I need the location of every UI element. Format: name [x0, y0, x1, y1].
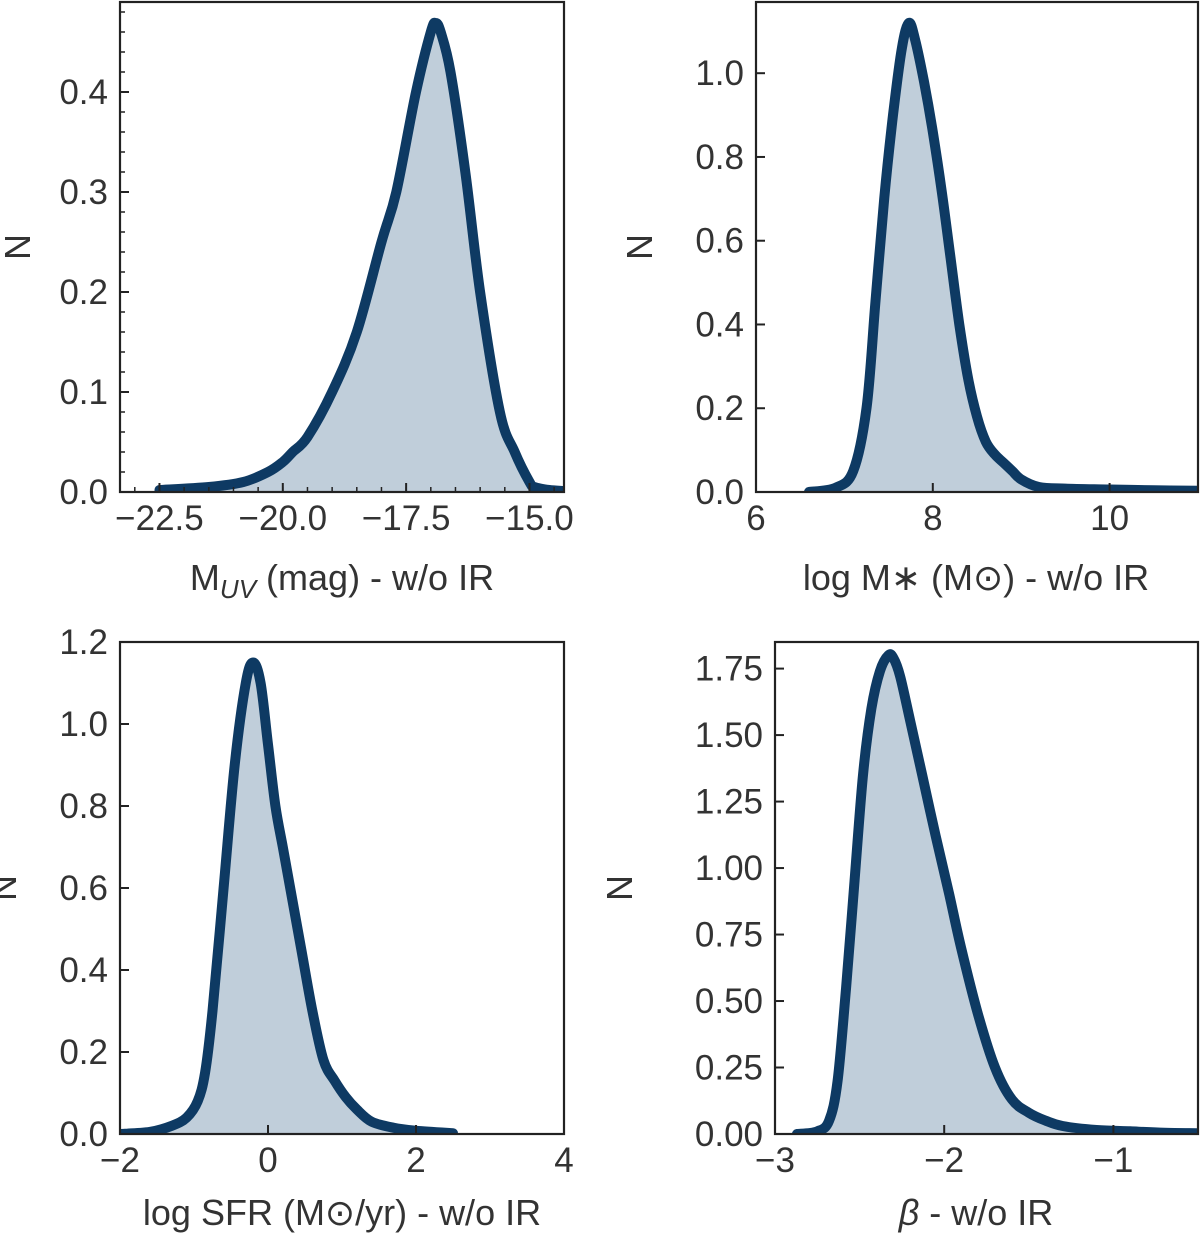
x-tick-label: 4	[554, 1141, 573, 1180]
y-tick-label: 1.25	[695, 783, 763, 822]
y-tick-label: 0.2	[695, 389, 744, 428]
x-axis-label: log M∗ (M⊙) - w/o IR	[803, 557, 1149, 598]
x-axis-label: log SFR (M⊙/yr) - w/o IR	[143, 1192, 541, 1233]
y-axis-label: N	[599, 875, 640, 901]
x-label-post: - w/o IR	[919, 1192, 1053, 1233]
y-tick-label: 0.6	[59, 869, 108, 908]
y-tick-label: 0.8	[59, 787, 108, 826]
x-label-beta: β	[898, 1192, 920, 1233]
tick-labels: 0.0 0.2 0.4 0.6 0.8 1.0 1.2 −2 0 2 4	[59, 623, 573, 1180]
x-tick-label: 2	[406, 1141, 425, 1180]
tick-labels: 0.0 0.2 0.4 0.6 0.8 1.0 6 8 10	[695, 54, 1129, 538]
density-fill	[809, 22, 1198, 492]
x-tick-label: −20.0	[239, 499, 328, 538]
y-tick-label: 1.2	[59, 623, 108, 662]
x-tick-label: 10	[1090, 499, 1129, 538]
y-tick-label: 1.50	[695, 716, 763, 755]
y-tick-label: 0.4	[59, 951, 108, 990]
plot-frame	[754, 0, 1200, 494]
plot-frame	[773, 640, 1200, 1136]
y-tick-label: 1.0	[695, 54, 744, 93]
y-tick-label: 0.6	[695, 222, 744, 261]
y-tick-label: 0.50	[695, 982, 763, 1021]
axis-ticks	[755, 72, 1111, 493]
y-tick-label: 0.0	[59, 473, 108, 512]
y-tick-label: 0.2	[59, 273, 108, 312]
y-tick-label: 0.4	[695, 305, 744, 344]
density-fill	[120, 662, 453, 1134]
x-tick-label: −17.5	[362, 499, 451, 538]
axis-ticks	[120, 11, 555, 493]
y-axis-label: N	[619, 234, 660, 260]
x-tick-label: 8	[923, 499, 942, 538]
density-curve	[120, 657, 458, 1134]
y-tick-label: 0.0	[59, 1115, 108, 1154]
y-axis-label: N	[0, 875, 24, 901]
plot-frame	[118, 0, 566, 494]
x-tick-label: 6	[746, 499, 765, 538]
y-tick-label: 0.2	[59, 1033, 108, 1072]
panel-logsfr: 0.0 0.2 0.4 0.6 0.8 1.0 1.2 −2 0 2 4 N log SFR (M⊙…	[0, 623, 574, 1233]
x-axis-label: MUV (mag) - w/o IR	[190, 557, 494, 604]
x-label-pre: M	[190, 557, 220, 598]
x-tick-label: −1	[1093, 1141, 1133, 1180]
axis-ticks	[774, 667, 1115, 1135]
x-label-post: (mag) - w/o IR	[256, 557, 494, 598]
x-tick-label: −3	[755, 1141, 795, 1180]
x-tick-label: −22.5	[115, 499, 204, 538]
y-tick-label: 0.4	[59, 73, 108, 112]
x-label-sub: UV	[220, 574, 259, 604]
x-tick-label: −15.0	[485, 499, 574, 538]
x-tick-label: −2	[924, 1141, 964, 1180]
y-tick-label: 0.8	[695, 138, 744, 177]
y-tick-label: 0.3	[59, 173, 108, 212]
x-tick-label: 0	[258, 1141, 277, 1180]
y-tick-label: 0.75	[695, 916, 763, 955]
y-tick-label: 1.75	[695, 650, 763, 689]
tick-labels: 0.00 0.25 0.50 0.75 1.00 1.25 1.50 1.75 −3 −2 −1	[695, 650, 1133, 1180]
y-tick-label: 0.25	[695, 1049, 763, 1088]
panel-beta: 0.00 0.25 0.50 0.75 1.00 1.25 1.50 1.75 −3 −2 −1 N…	[599, 640, 1200, 1233]
y-tick-label: 0.0	[695, 473, 744, 512]
x-tick-label: −2	[100, 1141, 140, 1180]
tick-labels: 0.0 0.1 0.2 0.3 0.4 −22.5 −20.0 −17.5 −15.0	[59, 73, 573, 538]
panel-logmstar: 0.0 0.2 0.4 0.6 0.8 1.0 6 8 10 N log M∗ (M⊙) - w…	[619, 0, 1200, 598]
panel-muv: 0.0 0.1 0.2 0.3 0.4 −22.5 −20.0 −17.5 −15.0 N MU…	[0, 0, 574, 604]
density-curve	[804, 17, 1198, 492]
plot-frame	[118, 640, 566, 1136]
density-fill	[159, 22, 564, 492]
y-tick-label: 0.00	[695, 1115, 763, 1154]
y-axis-label: N	[0, 234, 38, 260]
density-fill	[796, 654, 1198, 1134]
x-axis-label: β - w/o IR	[898, 1192, 1054, 1233]
y-tick-label: 0.1	[59, 373, 108, 412]
density-curve	[154, 17, 564, 492]
y-tick-label: 1.0	[59, 705, 108, 744]
y-tick-label: 1.00	[695, 849, 763, 888]
density-curve	[791, 649, 1198, 1134]
axis-ticks	[119, 641, 565, 1135]
